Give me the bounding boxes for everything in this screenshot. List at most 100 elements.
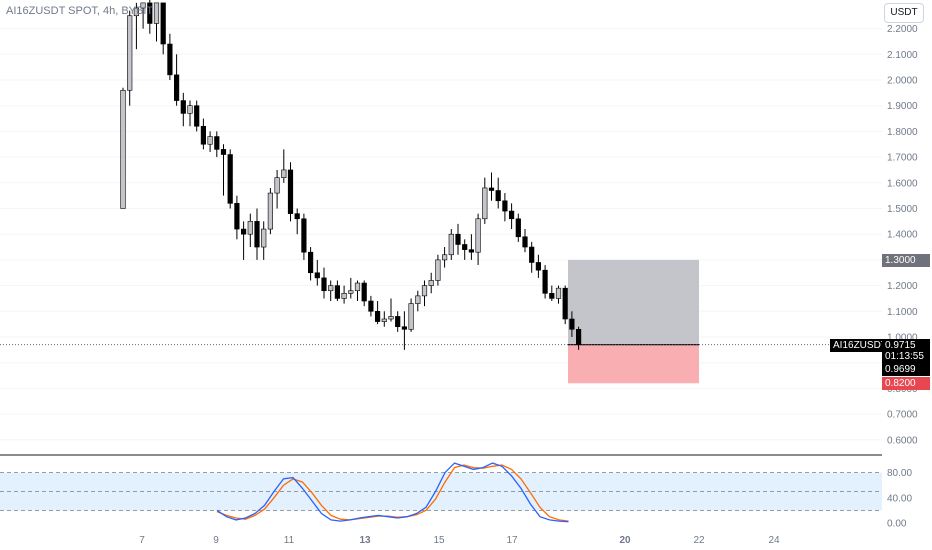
time-axis-label: 20 [619,535,631,546]
candle-body [388,316,394,320]
time-axis-label: 11 [284,535,295,546]
price-axis-label: 0.6000 [887,435,918,446]
candle-body [220,149,227,155]
candle-body [207,136,213,145]
price-axis-label: 1.0000 [887,333,918,344]
candle-body [267,192,274,230]
stop-price-tag: 0.8200 [882,377,930,390]
candle-body [508,210,515,220]
candle-body [287,169,294,214]
candle-body [395,316,401,328]
candle-body [374,310,381,322]
candle-body [140,2,146,9]
last-price-tag: 0.9715 [882,339,930,352]
candle-body [441,254,448,261]
candle-body [160,2,166,45]
candle-body [227,154,233,204]
candle-body [555,287,562,299]
candle-body [408,303,414,330]
target-price-tag: 1.3000 [882,254,930,267]
candle-body [234,203,240,230]
candle-body [174,74,180,101]
price-axis-label: 1.8000 [887,127,918,138]
candle-body [475,218,481,253]
time-axis[interactable]: 7 9 11 13 15 17 20 22 24 [139,535,780,546]
candle-body [261,228,267,248]
price-axis-label: 1.1000 [887,307,918,318]
candle-body [153,2,160,24]
price-axis-label: 1.2000 [887,281,918,292]
candle-body [281,169,287,178]
indicator-axis-label: 0.00 [887,519,907,530]
candle-body [482,187,488,220]
candle-body [368,300,374,312]
candle-body [435,259,441,281]
candle-body [488,187,495,191]
time-axis-label: 22 [693,535,705,546]
candle-body [200,125,207,145]
candle-body [147,2,153,24]
candle-body [194,105,200,127]
candle-body [401,326,408,330]
candle-body [274,177,280,194]
price-axis-label: 1.9000 [887,101,918,112]
candle-body [448,233,454,256]
time-axis-label: 24 [768,535,780,546]
candle-body [133,7,140,17]
candle-body [361,282,367,302]
candles-layer[interactable] [120,0,582,350]
candle-body [254,221,260,248]
candle-body [307,251,314,274]
price-axis-label: 1.5000 [887,204,918,215]
candle-body [515,218,521,238]
symbol-price-tag: AI16ZUSDT [830,339,890,352]
price-axis-label: 1.4000 [887,230,918,241]
candle-body [495,190,501,202]
time-axis-label: 7 [139,535,145,546]
candle-body [214,136,220,150]
candle-body [354,282,361,292]
price-axis-label: 0.7000 [887,410,918,421]
candle-body [542,269,548,294]
candle-body [301,218,307,253]
candle-body [348,290,354,294]
symbol-title: AI16ZUSDT SPOT, 4h, BYBIT [6,5,154,17]
bar-countdown-tag: 01:13:55 [882,350,930,363]
candle-body [381,318,387,322]
stop-zone[interactable] [568,344,699,384]
price-axis-label: 2.0000 [887,76,918,87]
candle-body [502,200,508,212]
price-axis-label: 1.7000 [887,153,918,164]
candle-body [468,249,475,253]
stoch-rsi-pane[interactable] [0,462,882,523]
candle-body [569,318,575,330]
candle-body [294,213,300,220]
candle-body [428,280,434,286]
currency-button[interactable]: USDT [884,3,924,23]
candle-body [535,262,541,271]
candle-body [247,221,253,235]
candle-body [549,293,555,299]
candle-body [127,15,133,91]
price-axis-label: 2.2000 [887,24,918,35]
candle-body [415,295,421,304]
candle-body [314,272,320,279]
time-axis-label: 13 [359,535,371,546]
candle-body [120,89,126,209]
entry-price-tag: 0.9699 [882,363,930,376]
candle-body [334,285,341,299]
candle-body [341,293,347,299]
candle-body [575,328,582,346]
time-axis-label: 9 [213,535,219,546]
candle-body [321,277,327,292]
time-axis-label: 17 [506,535,518,546]
indicator-axis-label: 40.00 [887,493,912,504]
price-axis-label: 1.6000 [887,178,918,189]
target-zone[interactable] [568,259,699,345]
candle-body [562,287,568,320]
price-axis-label: 2.1000 [887,50,918,61]
candle-body [421,285,428,297]
candle-body [462,244,468,250]
candle-body [522,236,528,248]
